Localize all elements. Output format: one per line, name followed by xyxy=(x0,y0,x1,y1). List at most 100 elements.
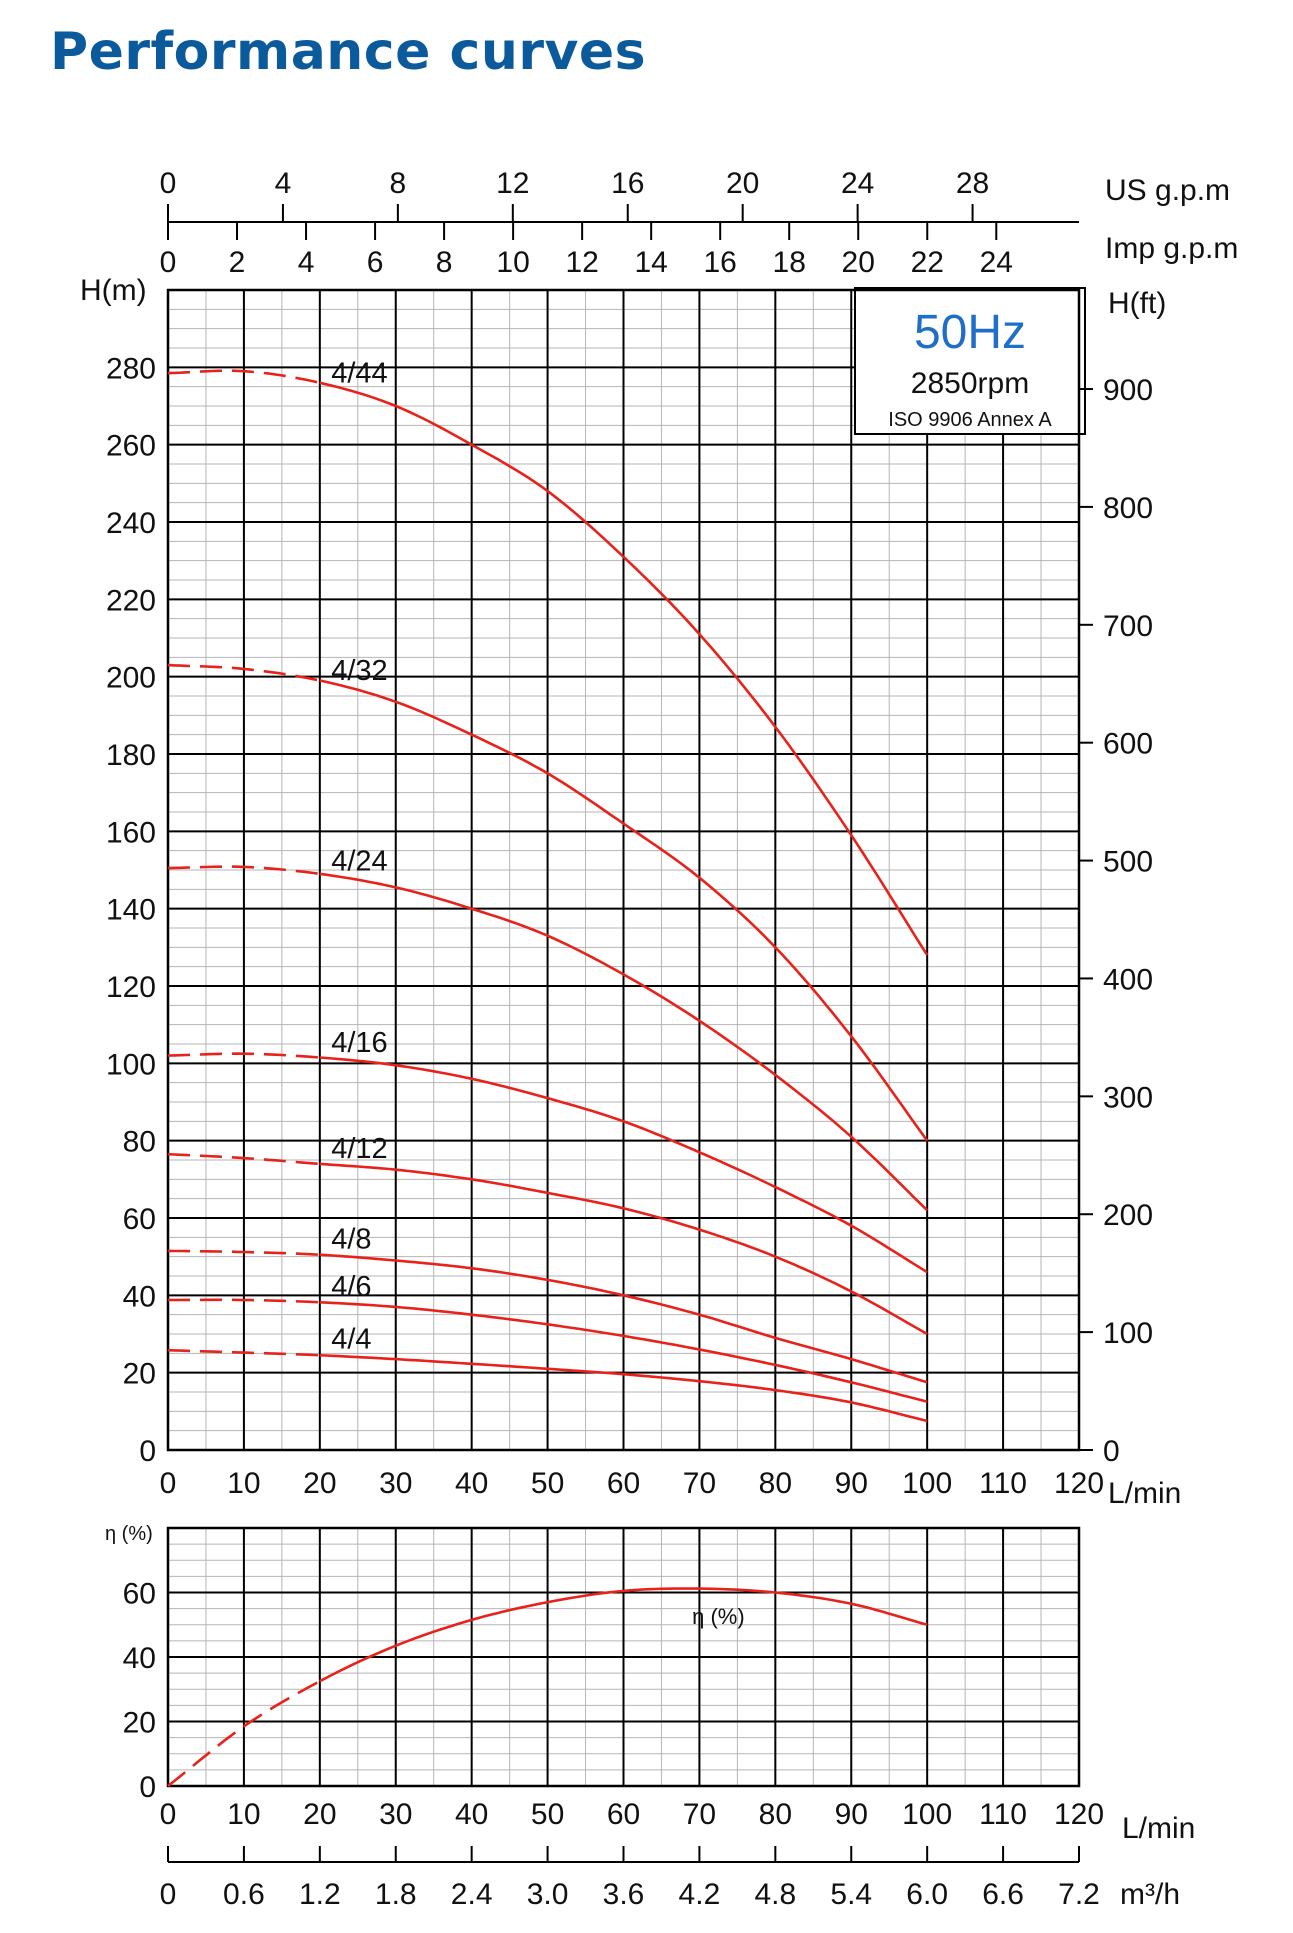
m3h-tick-label: 0 xyxy=(160,1878,177,1911)
x-tick-label: 0 xyxy=(160,1798,177,1831)
m3h-tick-label: 5.4 xyxy=(830,1878,872,1911)
x-tick-label: 90 xyxy=(835,1798,868,1831)
efficiency-curves: η (%) xyxy=(167,1587,928,1788)
imp-gpm-tick-label: 0 xyxy=(160,246,177,279)
head-axes: 020406080100120140160180200220240260280H… xyxy=(80,274,1181,1510)
curve-label: 4/16 xyxy=(331,1027,387,1059)
curve-dashed-4-24 xyxy=(167,865,320,876)
y2-tick-label: 400 xyxy=(1103,963,1153,996)
efficiency-axes: 0 20 40 60 η (%) 0 10 20 30 40 50 60 70 80 90 100 110 120… xyxy=(105,1523,1195,1911)
efficiency-chart: η (%) 0 20 40 60 η (%) 0 10 20 30 40 50 60 70 80 90 100… xyxy=(105,1523,1195,1911)
us-gpm-tick-label: 0 xyxy=(160,167,177,200)
y2-tick-label: 300 xyxy=(1103,1081,1153,1114)
imp-gpm-tick-label: 16 xyxy=(703,246,736,279)
m3h-tick-label: 1.8 xyxy=(375,1878,417,1911)
curve-4-32 xyxy=(319,679,929,1142)
us-gpm-tick-label: 12 xyxy=(496,167,529,200)
y2-tick-label: 600 xyxy=(1103,728,1153,761)
x-tick-label: 30 xyxy=(379,1798,412,1831)
imp-gpm-tick-label: 12 xyxy=(565,246,598,279)
y2-tick-label: 0 xyxy=(1103,1435,1120,1468)
y-tick-label: 140 xyxy=(106,894,156,927)
curve-4-24 xyxy=(319,872,929,1212)
curve-label: 4/8 xyxy=(331,1224,371,1256)
curve-dashed-4-6 xyxy=(168,1298,320,1304)
y-tick-label: 100 xyxy=(106,1048,156,1081)
m3h-axis-label: m³/h xyxy=(1120,1878,1180,1911)
y-tick-label: 180 xyxy=(106,739,156,772)
y-tick-label: 220 xyxy=(106,584,156,617)
curve-dashed-4-12 xyxy=(167,1152,320,1166)
curve-4-4 xyxy=(319,1354,928,1423)
us-gpm-tick-label: 4 xyxy=(275,167,292,200)
curve-dashed-4-44 xyxy=(167,369,321,385)
curve-label: 4/24 xyxy=(331,845,387,877)
x-tick-label: 40 xyxy=(455,1467,488,1500)
y-tick-label: 60 xyxy=(123,1203,156,1236)
imp-gpm-tick-label: 4 xyxy=(298,246,315,279)
curve-dashed-4-8 xyxy=(167,1249,320,1256)
efficiency-curve-dashed xyxy=(167,1680,321,1788)
x-tick-label: 30 xyxy=(379,1467,412,1500)
x-tick-label: 60 xyxy=(607,1798,640,1831)
y-tick-label: 200 xyxy=(106,662,156,695)
y-tick-label: 0 xyxy=(139,1435,156,1468)
x-axis-label: L/min xyxy=(1122,1812,1195,1845)
m3h-tick-label: 7.2 xyxy=(1058,1878,1100,1911)
m3h-tick-label: 6.0 xyxy=(906,1878,948,1911)
curve-label: 4/32 xyxy=(331,655,387,687)
imp-gpm-tick-label: 6 xyxy=(367,246,384,279)
x-tick-label: 20 xyxy=(303,1798,336,1831)
imp-gpm-tick-label: 22 xyxy=(911,246,944,279)
y2-axis-label: H(ft) xyxy=(1108,287,1166,320)
head-chart: 50Hz 2850rpm ISO 9906 Annex A 4/444/324/… xyxy=(80,167,1238,1510)
m3h-tick-label: 1.2 xyxy=(299,1878,341,1911)
us-gpm-tick-label: 16 xyxy=(611,167,644,200)
standard-label: ISO 9906 Annex A xyxy=(888,409,1052,431)
y-tick-label: 60 xyxy=(123,1578,156,1611)
efficiency-curve-label: η (%) xyxy=(692,1604,745,1629)
frequency-label: 50Hz xyxy=(914,306,1026,359)
x-tick-label: 70 xyxy=(683,1467,716,1500)
y-tick-label: 240 xyxy=(106,507,156,540)
imp-gpm-tick-label: 14 xyxy=(634,246,667,279)
us-gpm-tick-label: 24 xyxy=(841,167,874,200)
y-tick-label: 20 xyxy=(123,1358,156,1391)
m3h-tick-label: 2.4 xyxy=(451,1878,493,1911)
m3h-tick-label: 0.6 xyxy=(223,1878,265,1911)
x-axis-label: L/min xyxy=(1108,1477,1181,1510)
x-tick-label: 120 xyxy=(1054,1467,1104,1500)
x-tick-label: 0 xyxy=(160,1467,177,1500)
curve-4-16 xyxy=(319,1056,928,1274)
curve-4-12 xyxy=(319,1162,928,1336)
imp-gpm-tick-label: 18 xyxy=(773,246,806,279)
y-tick-label: 80 xyxy=(123,1126,156,1159)
plot-frame xyxy=(166,288,1081,1452)
curve-label: 4/12 xyxy=(331,1133,387,1165)
x-tick-label: 120 xyxy=(1054,1798,1104,1831)
imp-gpm-tick-label: 2 xyxy=(229,246,246,279)
x-tick-label: 110 xyxy=(979,1798,1027,1831)
imp-gpm-tick-label: 20 xyxy=(842,246,875,279)
x-tick-label: 100 xyxy=(902,1467,952,1500)
curve-dashed-4-4 xyxy=(167,1348,320,1357)
us-gpm-tick-label: 28 xyxy=(956,167,989,200)
x-tick-label: 50 xyxy=(531,1798,564,1831)
x-tick-label: 10 xyxy=(227,1798,260,1831)
page-title: Performance curves xyxy=(50,22,647,82)
y2-tick-label: 800 xyxy=(1103,492,1153,525)
us-gpm-label: US g.p.m xyxy=(1105,174,1230,207)
curve-dashed-4-32 xyxy=(167,663,321,682)
x-tick-label: 80 xyxy=(759,1798,792,1831)
curve-4-44 xyxy=(319,381,929,956)
y-tick-label: 0 xyxy=(139,1771,156,1804)
curve-4-8 xyxy=(319,1253,928,1384)
imp-gpm-tick-label: 10 xyxy=(496,246,529,279)
m3h-tick-label: 4.8 xyxy=(754,1878,796,1911)
x-tick-label: 100 xyxy=(902,1798,952,1831)
m3h-tick-label: 4.2 xyxy=(679,1878,721,1911)
m3h-tick-label: 3.0 xyxy=(527,1878,569,1911)
efficiency-curve xyxy=(319,1587,928,1683)
